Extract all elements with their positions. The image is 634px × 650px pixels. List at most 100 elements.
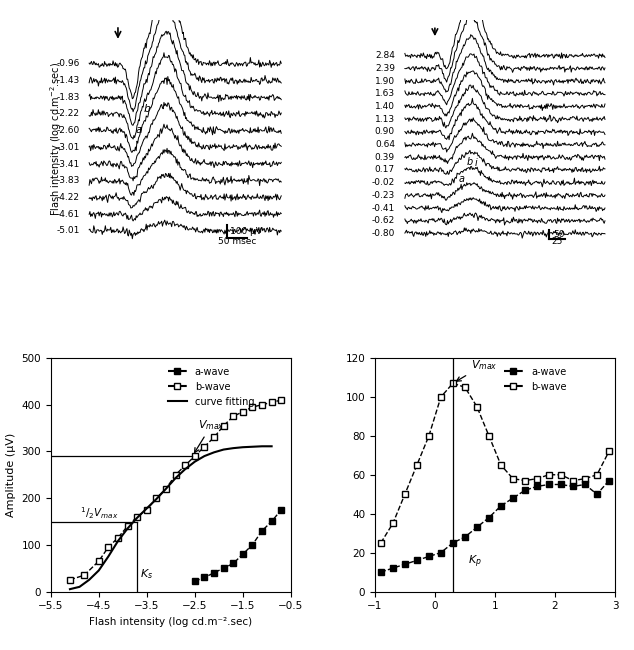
b-wave bbox=[114, 534, 122, 541]
a-wave bbox=[239, 551, 247, 558]
Text: -3.01: -3.01 bbox=[56, 143, 79, 152]
Text: b: b bbox=[144, 104, 151, 114]
b-wave bbox=[377, 539, 385, 547]
Text: 1.63: 1.63 bbox=[375, 89, 395, 98]
b-wave bbox=[605, 447, 613, 455]
curve fitting bbox=[162, 485, 170, 493]
Text: $V_{max}$: $V_{max}$ bbox=[456, 358, 498, 381]
Text: i: i bbox=[475, 158, 477, 168]
Text: -0.23: -0.23 bbox=[372, 191, 395, 200]
Legend: a-wave, b-wave: a-wave, b-wave bbox=[500, 363, 571, 396]
a-wave bbox=[593, 490, 601, 498]
curve fitting bbox=[258, 443, 266, 450]
Text: -0.41: -0.41 bbox=[372, 203, 395, 213]
Text: -2.22: -2.22 bbox=[56, 109, 79, 118]
b-wave bbox=[593, 471, 601, 478]
b-wave bbox=[545, 471, 553, 478]
Text: -3.83: -3.83 bbox=[56, 176, 79, 185]
b-wave bbox=[220, 422, 228, 430]
Text: a: a bbox=[459, 174, 465, 184]
b-wave bbox=[425, 432, 432, 440]
a-wave bbox=[210, 569, 218, 577]
curve fitting bbox=[124, 525, 131, 532]
Line: b-wave: b-wave bbox=[377, 380, 612, 547]
a-wave bbox=[497, 502, 505, 510]
Text: 0.90: 0.90 bbox=[375, 127, 395, 136]
a-wave bbox=[249, 541, 256, 549]
curve fitting bbox=[172, 474, 179, 482]
Line: curve fitting: curve fitting bbox=[70, 447, 271, 589]
Text: 1.90: 1.90 bbox=[375, 77, 395, 86]
Text: $^{1}/_{2}V_{max}$: $^{1}/_{2}V_{max}$ bbox=[79, 505, 118, 521]
a-wave bbox=[200, 573, 208, 581]
a-wave bbox=[461, 533, 469, 541]
b-wave bbox=[230, 413, 237, 421]
b-wave bbox=[124, 522, 131, 530]
b-wave bbox=[569, 476, 577, 484]
a-wave bbox=[230, 560, 237, 567]
curve fitting bbox=[210, 448, 218, 456]
b-wave bbox=[181, 462, 189, 469]
a-wave bbox=[258, 527, 266, 535]
curve fitting bbox=[239, 443, 247, 451]
Text: -0.80: -0.80 bbox=[372, 229, 395, 238]
b-wave bbox=[509, 474, 517, 482]
Text: Flash intensity (log cd.m$^{-2}$.sec): Flash intensity (log cd.m$^{-2}$.sec) bbox=[49, 62, 65, 216]
a-wave bbox=[569, 482, 577, 490]
Text: 0.64: 0.64 bbox=[375, 140, 395, 149]
curve fitting bbox=[105, 552, 112, 560]
b-wave bbox=[172, 471, 179, 478]
b-wave bbox=[401, 490, 409, 498]
a-wave bbox=[473, 523, 481, 531]
Text: a: a bbox=[135, 125, 142, 135]
a-wave bbox=[533, 482, 541, 490]
a-wave bbox=[605, 476, 613, 484]
curve fitting bbox=[249, 443, 256, 450]
Text: -4.61: -4.61 bbox=[56, 209, 79, 218]
Text: -3.41: -3.41 bbox=[56, 159, 79, 168]
b-wave bbox=[461, 384, 469, 391]
b-wave bbox=[105, 543, 112, 551]
b-wave bbox=[162, 485, 170, 493]
b-wave bbox=[66, 576, 74, 584]
b-wave bbox=[200, 443, 208, 450]
Text: $K_p$: $K_p$ bbox=[468, 554, 482, 570]
Text: -5.01: -5.01 bbox=[56, 226, 79, 235]
Text: b: b bbox=[467, 157, 473, 167]
b-wave bbox=[473, 403, 481, 411]
a-wave bbox=[413, 556, 421, 564]
X-axis label: Flash intensity (log cd.m⁻².sec): Flash intensity (log cd.m⁻².sec) bbox=[89, 617, 252, 627]
b-wave bbox=[239, 408, 247, 415]
curve fitting bbox=[230, 444, 237, 452]
b-wave bbox=[533, 474, 541, 482]
Text: 0.39: 0.39 bbox=[375, 153, 395, 162]
Text: 50 msec: 50 msec bbox=[218, 237, 256, 246]
b-wave bbox=[153, 494, 160, 502]
curve fitting bbox=[66, 585, 74, 593]
curve fitting bbox=[200, 452, 208, 460]
b-wave bbox=[497, 461, 505, 469]
a-wave bbox=[401, 560, 409, 568]
b-wave bbox=[485, 432, 493, 440]
curve fitting bbox=[75, 583, 83, 591]
b-wave bbox=[133, 513, 141, 521]
Line: b-wave: b-wave bbox=[67, 396, 285, 583]
curve fitting bbox=[133, 514, 141, 521]
curve fitting bbox=[95, 567, 103, 575]
b-wave bbox=[278, 396, 285, 404]
curve fitting bbox=[191, 458, 198, 465]
a-wave bbox=[220, 564, 228, 572]
b-wave bbox=[258, 401, 266, 409]
Text: -2.60: -2.60 bbox=[56, 126, 79, 135]
a-wave bbox=[377, 568, 385, 576]
a-wave bbox=[449, 539, 456, 547]
Line: a-wave: a-wave bbox=[191, 506, 285, 585]
b-wave bbox=[449, 380, 456, 387]
a-wave bbox=[278, 506, 285, 514]
b-wave bbox=[191, 452, 198, 460]
Text: -4.22: -4.22 bbox=[56, 193, 79, 202]
a-wave bbox=[509, 494, 517, 502]
curve fitting bbox=[143, 504, 150, 512]
Text: 50: 50 bbox=[553, 230, 564, 239]
a-wave bbox=[425, 552, 432, 560]
